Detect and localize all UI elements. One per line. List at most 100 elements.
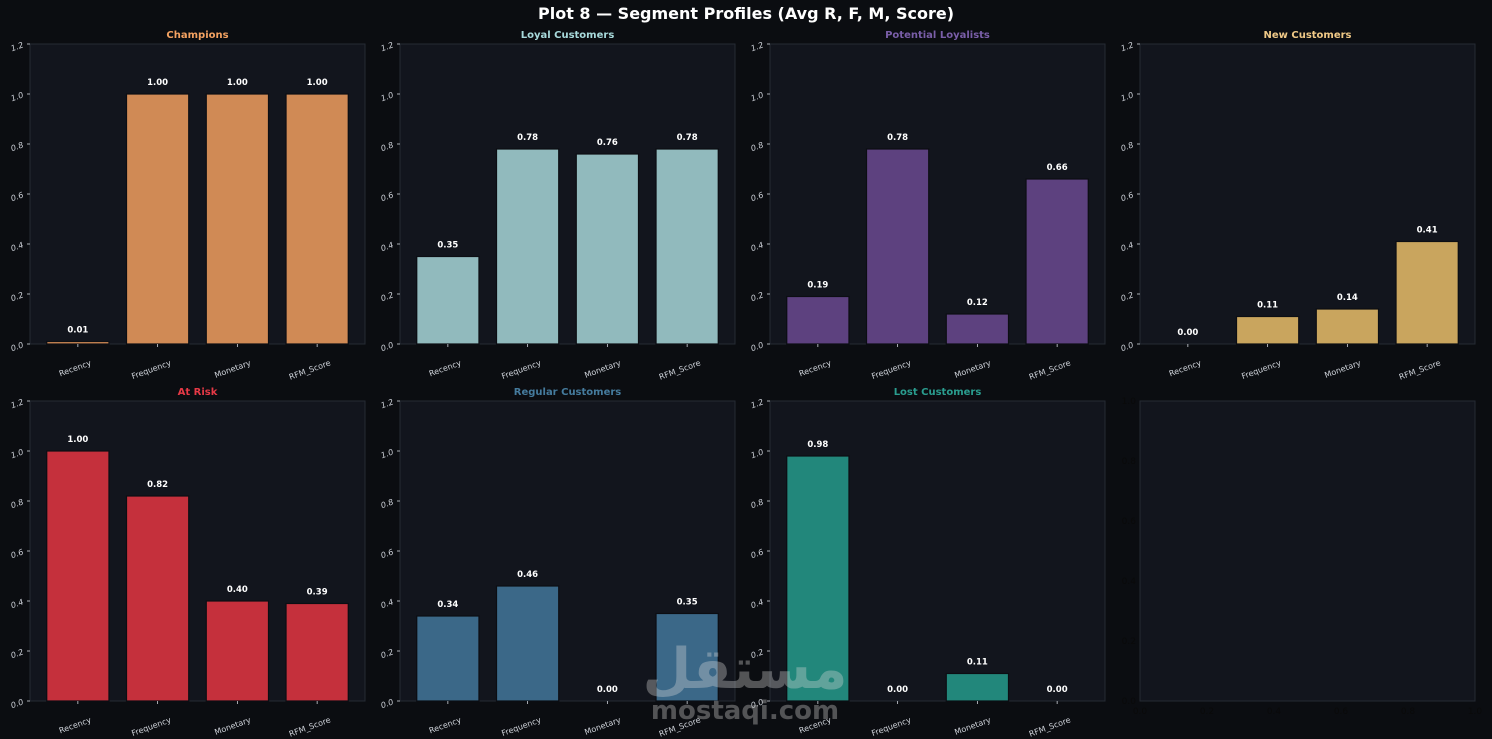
data-label: 0.12 <box>967 298 988 308</box>
y-tick-label: 0.0 <box>750 697 765 710</box>
y-tick-label: 1.2 <box>750 397 765 410</box>
x-tick-label: Frequency <box>130 715 172 738</box>
watermark-latin: mostaqi.com <box>651 696 839 726</box>
chart-panel-7: Lost Customers 0.0 0.2 0.4 0.6 0.8 1.0 1.2 0.98 R… <box>750 387 1106 739</box>
data-label: 0.78 <box>517 133 538 143</box>
y-tick-label: 1.2 <box>10 397 25 410</box>
x-tick-label: Frequency <box>870 358 912 381</box>
data-label: 0.00 <box>887 685 908 695</box>
bar <box>1235 315 1300 345</box>
chart-title: Regular Customers <box>514 387 622 398</box>
data-label: 0.39 <box>307 588 328 598</box>
y-tick-label: 0.4 <box>1120 240 1135 253</box>
y-tick-label: 0.8 <box>10 497 25 510</box>
bar <box>1025 178 1089 345</box>
y-tick-label: 0.6 <box>10 190 25 203</box>
data-label: 1.00 <box>67 435 88 445</box>
x-tick-label: Recency <box>798 358 833 378</box>
bar <box>575 153 640 345</box>
data-label: 0.78 <box>887 133 908 143</box>
chart-panel-1: Champions 0.0 0.2 0.4 0.6 0.8 1.0 1.2 0.01 Recenc… <box>10 30 366 382</box>
y-tick-label: 0.2 <box>380 290 395 303</box>
y-tick-label: 0.2 <box>10 647 25 660</box>
y-tick-label: 1.0 <box>10 447 25 460</box>
y-tick-label: 0.6 <box>750 547 765 560</box>
y-tick-label: 0.6 <box>1120 190 1135 203</box>
x-tick-label: Monetary <box>583 358 622 379</box>
bar <box>495 148 560 345</box>
y-tick-label: 1.0 <box>1120 90 1135 103</box>
x-tick-label: RFM_Score <box>1028 358 1072 381</box>
chart-title: New Customers <box>1263 30 1351 41</box>
chart-title: Champions <box>166 30 228 41</box>
bar <box>1395 240 1459 345</box>
data-label: 0.11 <box>967 658 988 668</box>
y-tick-label: 0.6 <box>1122 517 1137 527</box>
x-tick-label: 1.0 <box>1468 707 1483 717</box>
data-label: 0.46 <box>517 570 538 580</box>
y-tick-label: 0.8 <box>380 497 395 510</box>
y-tick-label: 1.2 <box>380 40 395 53</box>
data-label: 0.66 <box>1047 163 1068 173</box>
data-label: 0.98 <box>807 440 828 450</box>
y-tick-label: 0.0 <box>10 340 25 353</box>
x-tick-label: Monetary <box>213 715 252 736</box>
y-tick-label: 1.2 <box>380 397 395 410</box>
data-label: 0.41 <box>1417 226 1438 236</box>
data-label: 1.00 <box>307 78 328 88</box>
y-tick-label: 0.8 <box>10 140 25 153</box>
bar <box>205 93 270 345</box>
bar <box>1315 308 1380 345</box>
watermark-arabic: مستقل <box>643 637 848 702</box>
y-tick-label: 1.0 <box>10 90 25 103</box>
y-tick-label: 0.2 <box>10 290 25 303</box>
data-label: 0.00 <box>597 685 618 695</box>
bar <box>786 295 850 345</box>
data-label: 0.40 <box>227 585 248 595</box>
bar <box>865 148 930 345</box>
plot-area <box>1139 400 1476 702</box>
y-tick-label: 0.2 <box>750 290 765 303</box>
figure-title: Plot 8 — Segment Profiles (Avg R, F, M, … <box>537 4 955 23</box>
data-label: 1.00 <box>227 78 248 88</box>
bar <box>46 450 110 702</box>
y-tick-label: 0.6 <box>10 547 25 560</box>
y-tick-label: 0.6 <box>380 190 395 203</box>
y-tick-label: 1.0 <box>1122 397 1137 407</box>
bar <box>125 93 190 345</box>
data-label: 0.11 <box>1257 301 1278 311</box>
bar <box>285 93 349 345</box>
y-tick-label: 1.0 <box>750 447 765 460</box>
data-label: 0.78 <box>677 133 698 143</box>
y-tick-label: 1.0 <box>380 90 395 103</box>
y-tick-label: 1.0 <box>380 447 395 460</box>
y-tick-label: 1.0 <box>750 90 765 103</box>
y-tick-label: 0.8 <box>750 497 765 510</box>
x-tick-label: Recency <box>428 358 463 378</box>
chart-title: Potential Loyalists <box>885 30 990 41</box>
x-tick-label: Frequency <box>500 358 542 381</box>
data-label: 0.01 <box>67 326 88 336</box>
bar <box>125 495 190 702</box>
y-tick-label: 0.4 <box>750 240 765 253</box>
y-tick-label: 0.0 <box>1122 697 1137 707</box>
x-tick-label: Monetary <box>1323 358 1362 379</box>
y-tick-label: 0.4 <box>380 240 395 253</box>
x-tick-label: Recency <box>58 358 93 378</box>
y-tick-label: 0.4 <box>380 597 395 610</box>
x-tick-label: Monetary <box>953 715 992 736</box>
y-tick-label: 0.0 <box>10 697 25 710</box>
data-label: 0.35 <box>437 241 458 251</box>
x-tick-label: 0.8 <box>1401 707 1416 717</box>
data-label: 0.14 <box>1337 293 1358 303</box>
y-tick-label: 0.4 <box>10 597 25 610</box>
y-tick-label: 0.4 <box>10 240 25 253</box>
bar <box>945 672 1010 702</box>
chart-panel-4: New Customers 0.0 0.2 0.4 0.6 0.8 1.0 1.2 0.00 Re… <box>1120 30 1476 382</box>
data-label: 0.76 <box>597 138 618 148</box>
bar <box>655 148 719 345</box>
bar <box>46 340 110 345</box>
bar <box>416 255 480 345</box>
y-tick-label: 0.6 <box>750 190 765 203</box>
chart-panel-8: 0.0 0.2 0.4 0.6 0.8 1.0 0.0 0.2 0.4 0.6 0.8 1.0 <box>1122 397 1483 717</box>
